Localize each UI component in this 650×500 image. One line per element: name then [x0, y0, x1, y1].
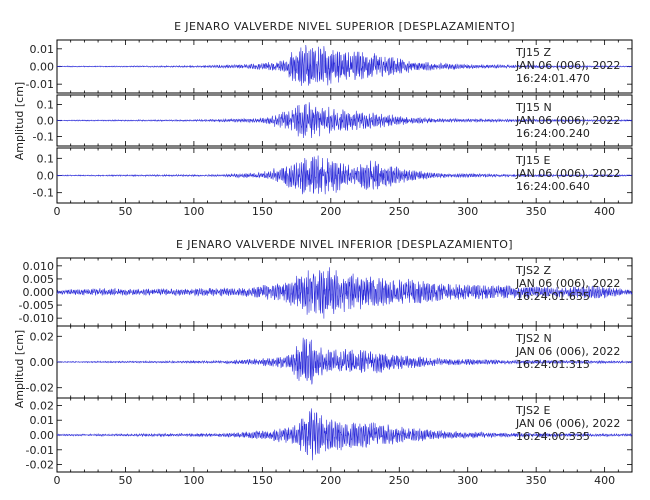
x-tick-label: 0: [54, 474, 61, 487]
y-tick-label: 0.00: [30, 356, 55, 369]
y-tick-label: 0.01: [30, 414, 55, 427]
trace-date-label: JAN 06 (006), 2022: [515, 114, 620, 127]
chart-title: E JENARO VALVERDE NIVEL INFERIOR [DESPLA…: [176, 238, 513, 251]
trace-date-label: JAN 06 (006), 2022: [515, 167, 620, 180]
y-tick-label: -0.02: [26, 459, 54, 472]
y-axis-label: Amplitud [cm]: [13, 330, 26, 408]
waveform-trace: [56, 44, 633, 86]
trace-date-label: JAN 06 (006), 2022: [515, 417, 620, 430]
x-tick-label: 100: [183, 205, 204, 218]
y-tick-label: -0.010: [19, 312, 54, 325]
trace-time-label: 16:24:00.335: [516, 430, 590, 443]
y-tick-label: 0.000: [23, 286, 55, 299]
station-component-label: TJS2 E: [515, 404, 550, 417]
station-component-label: TJ15 E: [515, 154, 550, 167]
x-tick-label: 400: [594, 205, 615, 218]
x-tick-label: 200: [320, 474, 341, 487]
x-tick-label: 150: [252, 474, 273, 487]
station-component-label: TJ15 Z: [515, 46, 551, 59]
station-component-label: TJS2 Z: [515, 264, 551, 277]
x-tick-label: 200: [320, 205, 341, 218]
station-component-label: TJS2 N: [515, 332, 552, 345]
x-tick-label: 300: [457, 205, 478, 218]
trace-date-label: JAN 06 (006), 2022: [515, 277, 620, 290]
trace-time-label: 16:24:00.240: [516, 127, 590, 140]
y-tick-label: 0.1: [37, 99, 55, 112]
y-tick-label: 0.0: [37, 170, 55, 183]
y-tick-label: -0.1: [33, 187, 54, 200]
station-component-label: TJ15 N: [515, 101, 552, 114]
x-tick-label: 50: [118, 474, 132, 487]
x-tick-label: 300: [457, 474, 478, 487]
trace-time-label: 16:24:01.470: [516, 72, 590, 85]
y-tick-label: 0.02: [30, 399, 55, 412]
y-tick-label: 0.02: [30, 330, 55, 343]
x-tick-label: 250: [389, 474, 410, 487]
waveform-trace: [56, 102, 633, 139]
x-tick-label: 0: [54, 205, 61, 218]
y-tick-label: -0.01: [26, 444, 54, 457]
y-tick-label: 0.00: [30, 61, 55, 74]
trace-time-label: 16:24:01.315: [516, 358, 590, 371]
waveform-trace: [56, 337, 633, 385]
y-tick-label: 0.01: [30, 43, 55, 56]
y-tick-label: -0.01: [26, 78, 54, 91]
y-axis-label: Amplitud [cm]: [13, 82, 26, 160]
chart-title: E JENARO VALVERDE NIVEL SUPERIOR [DESPLA…: [174, 20, 515, 33]
chart-block-2: E JENARO VALVERDE NIVEL INFERIOR [DESPLA…: [13, 238, 633, 487]
y-tick-label: 0.005: [23, 273, 55, 286]
y-tick-label: 0.0: [37, 115, 55, 128]
x-tick-label: 250: [389, 205, 410, 218]
trace-date-label: JAN 06 (006), 2022: [515, 59, 620, 72]
trace-time-label: 16:24:01.635: [516, 290, 590, 303]
x-tick-label: 350: [526, 474, 547, 487]
x-tick-label: 150: [252, 205, 273, 218]
y-tick-label: 0.010: [23, 260, 55, 273]
waveform-trace: [56, 267, 633, 319]
waveform-trace: [56, 408, 633, 461]
y-tick-label: -0.02: [26, 382, 54, 395]
waveform-trace: [56, 155, 633, 195]
x-tick-label: 100: [183, 474, 204, 487]
trace-time-label: 16:24:00.640: [516, 180, 590, 193]
y-tick-label: -0.005: [19, 299, 54, 312]
y-tick-label: 0.00: [30, 429, 55, 442]
y-tick-label: 0.1: [37, 152, 55, 165]
x-tick-label: 50: [118, 205, 132, 218]
x-tick-label: 350: [526, 205, 547, 218]
trace-date-label: JAN 06 (006), 2022: [515, 345, 620, 358]
x-tick-label: 400: [594, 474, 615, 487]
y-tick-label: -0.1: [33, 130, 54, 143]
chart-block-1: E JENARO VALVERDE NIVEL SUPERIOR [DESPLA…: [13, 20, 633, 218]
